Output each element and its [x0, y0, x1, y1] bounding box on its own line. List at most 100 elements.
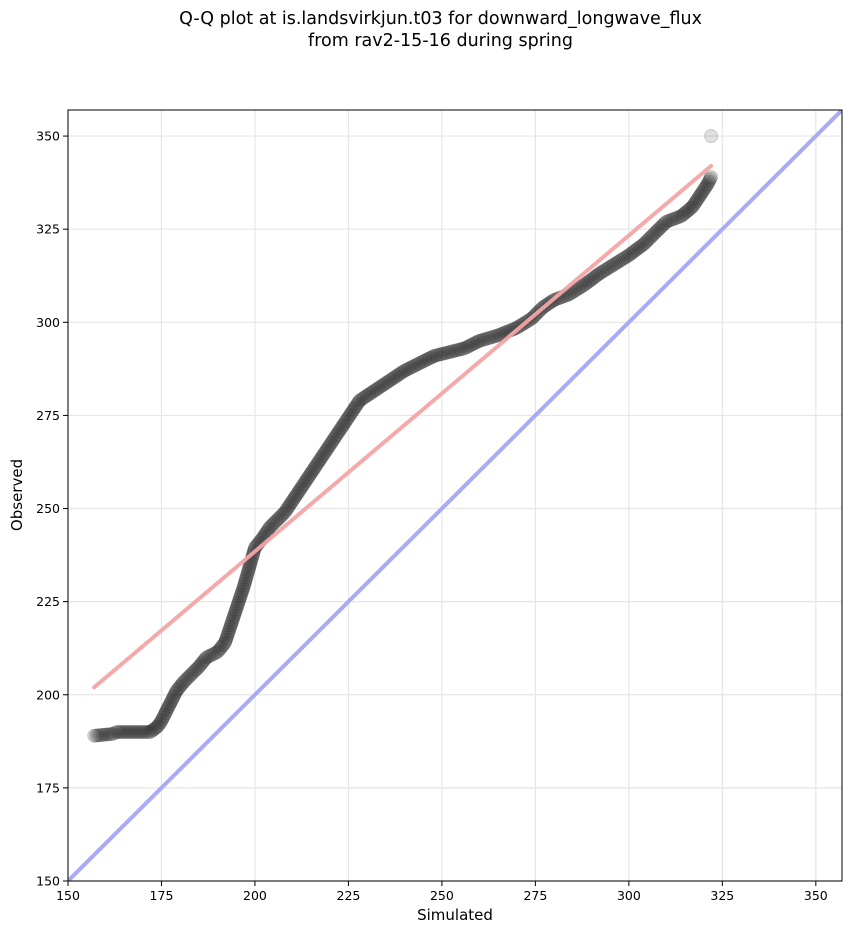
qq-point: [209, 645, 223, 660]
qq-point: [432, 347, 447, 362]
qq-point: [700, 177, 715, 192]
qq-point: [463, 338, 478, 353]
qq-point: [119, 725, 134, 739]
qq-point: [684, 200, 699, 215]
qq-point: [643, 230, 657, 245]
y-tick-label: 225: [36, 594, 60, 609]
qq-point: [681, 203, 696, 217]
qq-point: [676, 207, 691, 221]
qq-point: [116, 725, 130, 739]
qq-point: [702, 173, 717, 187]
qq-point: [480, 331, 495, 346]
qq-point: [455, 341, 470, 356]
chart-title-line-2: from rav2-15-16 during spring: [308, 31, 573, 51]
x-tick-label: 175: [150, 888, 174, 903]
qq-point: [703, 171, 718, 186]
qq-point: [195, 655, 209, 670]
qq-point: [614, 253, 629, 267]
qq-point: [690, 192, 705, 207]
qq-point: [338, 414, 353, 429]
qq-point: [234, 587, 248, 602]
qq-point: [198, 651, 213, 666]
qq-point: [138, 725, 153, 739]
qq-point: [598, 263, 612, 278]
qq-point: [235, 584, 250, 599]
qq-point: [415, 354, 430, 369]
qq-point: [160, 702, 175, 716]
qq-point: [615, 252, 630, 266]
qq-point: [168, 685, 183, 700]
qq-point: [604, 259, 618, 274]
qq-point: [595, 265, 609, 279]
plot-frame: [67, 109, 843, 882]
qq-point: [704, 129, 719, 143]
qq-point: [184, 667, 199, 682]
qq-point: [568, 283, 582, 298]
qq-point: [662, 213, 677, 228]
qq-point: [373, 379, 388, 394]
qq-point: [439, 346, 453, 360]
qq-point: [585, 272, 600, 286]
qq-point: [457, 341, 472, 356]
qq-point: [387, 370, 402, 385]
qq-point: [641, 232, 656, 247]
qq-point: [569, 282, 584, 297]
qq-point: [154, 713, 169, 728]
qq-point: [649, 224, 664, 239]
qq-point: [156, 710, 170, 725]
qq-point: [697, 181, 712, 196]
qq-point: [382, 374, 396, 388]
y-tick-label: 350: [36, 129, 60, 144]
qq-point: [152, 716, 167, 731]
qq-point: [314, 450, 329, 465]
qq-point: [429, 348, 443, 363]
qq-point: [150, 719, 165, 734]
qq-point: [639, 234, 654, 249]
qq-point: [336, 417, 351, 432]
qq-point: [406, 359, 421, 374]
qq-point: [111, 725, 126, 739]
qq-point: [470, 334, 485, 349]
qq-point: [424, 350, 439, 365]
qq-point: [632, 240, 647, 255]
qq-point: [185, 666, 200, 680]
qq-point: [409, 357, 424, 372]
qq-point: [674, 209, 689, 224]
qq-point: [452, 342, 467, 357]
qq-point: [369, 382, 384, 397]
qq-point: [265, 517, 280, 532]
qq-point: [687, 197, 702, 211]
qq-point: [655, 218, 670, 233]
qq-point: [704, 170, 719, 184]
qq-point: [156, 709, 171, 724]
qq-point: [151, 718, 166, 732]
qq-point: [605, 258, 620, 273]
qq-point: [607, 257, 621, 272]
qq-point: [654, 219, 669, 234]
qq-point: [372, 380, 387, 395]
qq-point: [612, 253, 627, 268]
qq-point: [102, 727, 117, 742]
qq-point: [449, 343, 463, 358]
qq-point: [128, 725, 143, 739]
qq-point: [135, 725, 150, 739]
qq-point: [144, 724, 159, 738]
qq-point: [311, 455, 326, 469]
qq-point: [238, 574, 253, 589]
qq-point: [315, 449, 330, 464]
qq-point: [574, 280, 588, 294]
qq-point: [125, 725, 140, 739]
qq-point: [299, 473, 314, 488]
qq-point: [213, 641, 228, 655]
qq-point: [220, 629, 235, 644]
qq-point: [638, 235, 652, 250]
qq-point: [624, 246, 639, 261]
qq-point: [179, 672, 194, 687]
qq-point: [302, 469, 317, 483]
qq-point: [403, 360, 418, 375]
qq-point: [242, 558, 257, 573]
qq-point: [306, 463, 320, 478]
qq-point: [161, 700, 176, 715]
qq-point: [170, 682, 185, 697]
